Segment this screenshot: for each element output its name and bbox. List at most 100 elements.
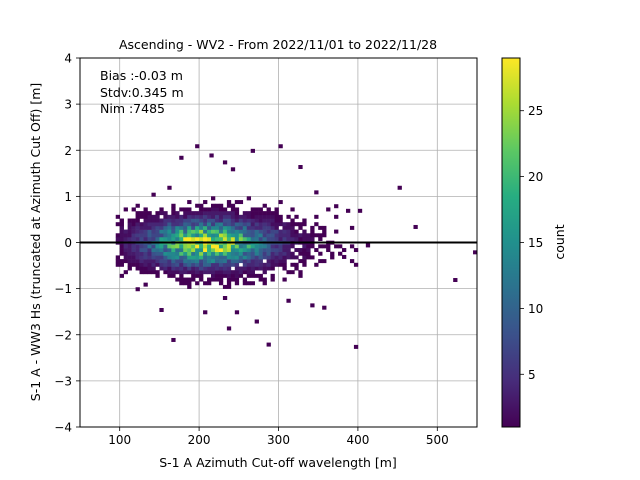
heatmap-cell [135, 244, 140, 249]
heatmap-cell [286, 270, 291, 275]
heatmap-cell [123, 244, 128, 249]
heatmap-cell [218, 203, 224, 208]
heatmap-cell [135, 203, 140, 208]
heatmap-cell [207, 211, 212, 216]
heatmap-cell [139, 211, 144, 216]
heatmap-cell [115, 259, 120, 264]
heatmap-cell [183, 251, 188, 256]
heatmap-cell [191, 211, 196, 216]
heatmap-cell [266, 211, 271, 216]
x-axis-ticks: 100 200 300 400 500 [108, 427, 449, 447]
heatmap-cell [226, 251, 232, 256]
heatmap-cell [226, 281, 232, 286]
heatmap-cell [199, 222, 204, 227]
heatmap-cell [222, 225, 228, 230]
heatmap-cell [207, 251, 212, 256]
heatmap-cell [163, 248, 168, 253]
heatmap-cell [171, 248, 176, 253]
heatmap-cell [326, 244, 331, 249]
heatmap-cell [222, 248, 228, 253]
heatmap-cell [183, 270, 188, 275]
heatmap-cell [135, 229, 140, 234]
heatmap-cell [211, 248, 216, 253]
heatmap-cell [171, 214, 176, 219]
heatmap-cell [131, 225, 136, 230]
heatmap-cell [246, 222, 252, 227]
heatmap-cell [218, 244, 224, 249]
heatmap-cell [282, 248, 287, 253]
heatmap-cell [238, 270, 244, 275]
heatmap-cell [214, 251, 220, 256]
heatmap-cell [353, 262, 359, 267]
heatmap-cell [183, 266, 188, 271]
heatmap-cell [290, 218, 295, 223]
heatmap-cell [234, 218, 240, 223]
heatmap-cell [187, 284, 192, 289]
heatmap-cell [179, 259, 184, 264]
heatmap-cell [147, 262, 152, 267]
heatmap-cell [119, 248, 124, 253]
heatmap-cell [191, 255, 196, 260]
heatmap-cell [147, 255, 152, 260]
heatmap-cell [226, 236, 232, 241]
stats-count: Nim :7485 [100, 101, 165, 116]
heatmap-cell [230, 248, 236, 253]
heatmap-cell [242, 225, 248, 230]
heatmap-cell [127, 218, 132, 223]
heatmap-cell [274, 251, 279, 256]
heatmap-cell [250, 262, 255, 267]
heatmap-cell [135, 262, 140, 267]
heatmap-cell [230, 225, 236, 230]
heatmap-cell [306, 255, 311, 260]
heatmap-cell [246, 233, 252, 238]
heatmap-cell [282, 255, 287, 260]
heatmap-cell [203, 229, 208, 234]
heatmap-cell [131, 248, 136, 253]
heatmap-cell [314, 233, 319, 238]
heatmap-cell-outlier [298, 165, 303, 169]
heatmap-cell [167, 270, 172, 275]
heatmap-cell [262, 251, 267, 256]
heatmap-cell [274, 233, 279, 238]
heatmap-cell [203, 281, 208, 286]
heatmap-cell [207, 270, 212, 275]
heatmap-cell [207, 277, 212, 282]
heatmap-cell [135, 251, 140, 256]
heatmap-cell [167, 218, 172, 223]
heatmap-cell [226, 200, 232, 205]
y-tick-label: 0 [64, 236, 72, 250]
heatmap-cell [258, 222, 263, 227]
plot-area [79, 57, 478, 428]
heatmap-cell [187, 218, 192, 223]
heatmap-cell [270, 248, 275, 253]
heatmap-cell [179, 273, 184, 278]
heatmap-cell [286, 236, 291, 241]
heatmap-cell [242, 218, 248, 223]
heatmap-cell [175, 277, 180, 282]
heatmap-cell [135, 218, 140, 223]
heatmap-cell [226, 225, 232, 230]
heatmap-cell [274, 229, 279, 234]
heatmap-cell [203, 233, 208, 238]
heatmap-cell [127, 233, 132, 238]
heatmap-cell [254, 273, 259, 278]
heatmap-cell [207, 218, 212, 223]
heatmap-cell [250, 233, 255, 238]
heatmap-cell [195, 259, 200, 264]
heatmap-cell [282, 259, 287, 264]
heatmap-cell [222, 222, 228, 227]
heatmap-cell [131, 255, 136, 260]
heatmap-cell-outlier [222, 160, 228, 165]
heatmap-cell [250, 222, 255, 227]
heatmap-cell [349, 259, 355, 264]
heatmap-cell [266, 255, 271, 260]
heatmap-cell [187, 214, 192, 219]
heatmap-cell [258, 273, 263, 278]
heatmap-cell [338, 244, 343, 249]
heatmap-cell [175, 244, 180, 249]
heatmap-cell [167, 236, 172, 241]
heatmap-cell [207, 222, 212, 227]
heatmap-cell [302, 229, 307, 234]
heatmap-cell [199, 211, 204, 216]
heatmap-cell [151, 255, 156, 260]
